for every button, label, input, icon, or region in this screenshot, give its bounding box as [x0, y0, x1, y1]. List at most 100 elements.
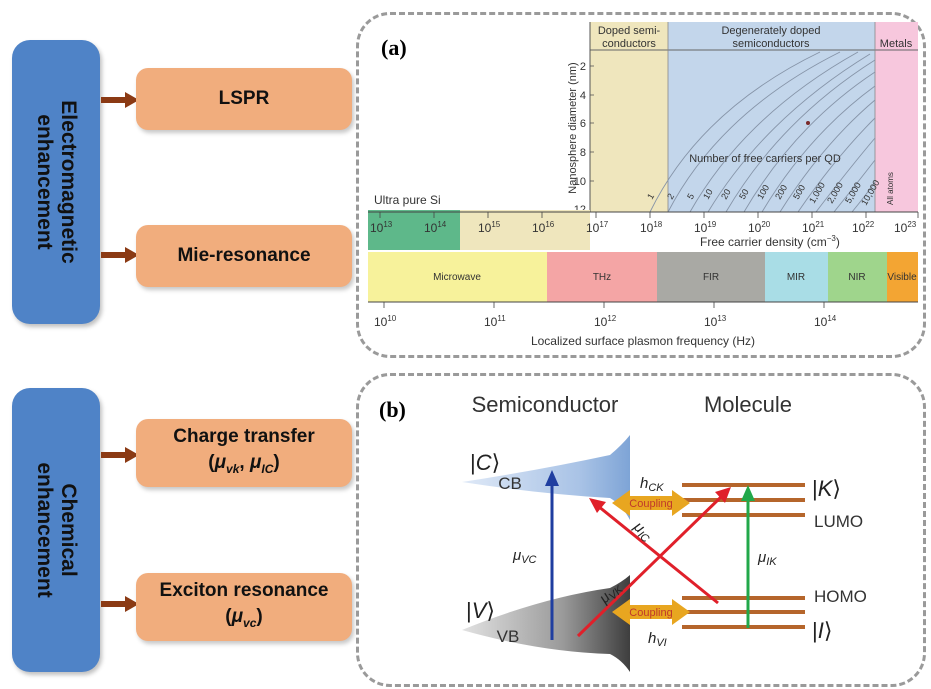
curve-label: 1 — [645, 192, 656, 201]
region-degenerate-line1: Degenerately doped — [721, 25, 820, 37]
density-tick-14: 1014 — [424, 220, 447, 235]
density-tick-23: 1023 — [894, 220, 917, 235]
doped-region — [590, 22, 668, 212]
cb-label: CB — [498, 474, 522, 493]
frequency-axis-label: Localized surface plasmon frequency (Hz) — [531, 334, 755, 348]
curve-label: 2 — [665, 192, 676, 201]
coupling-label-top: Coupling — [629, 498, 672, 510]
lspr-label: LSPR — [218, 88, 270, 109]
freq-tick-11: 1011 — [484, 314, 506, 329]
y-tick: 10 — [574, 176, 586, 188]
exciton-resonance-box: Exciton resonance (μvc) — [136, 573, 352, 641]
electromagnetic-category-box: Electromagnetic enhancement — [12, 40, 100, 324]
all-atoms-label: All atoms — [886, 172, 895, 205]
valence-band-shape — [462, 575, 630, 672]
y-tick: 6 — [580, 118, 586, 130]
exciton-resonance-label: Exciton resonance — [159, 580, 329, 602]
transition-vk-arrow — [576, 494, 724, 638]
curve-label: 5 — [685, 192, 696, 201]
charge-transfer-box: Charge transfer (μvk, μIC) — [136, 419, 352, 487]
chemical-category-box: Chemical enhancement — [12, 388, 100, 672]
panel-a-frame — [356, 12, 926, 358]
mu-ik-label: μIK — [757, 549, 777, 568]
data-point-marker — [806, 121, 810, 125]
region-degenerate-line2: semiconductors — [732, 38, 810, 50]
ultra-pure-strip — [368, 210, 460, 250]
panel-b-label: (b) — [379, 397, 406, 422]
band-fir-label: FIR — [703, 272, 719, 283]
band-thz — [547, 252, 657, 302]
mu-vc-label: μVC — [512, 547, 537, 566]
h-vi-label: hVI — [648, 630, 667, 649]
mu-ic-label: μIC — [628, 518, 656, 546]
lumo-label: LUMO — [814, 512, 863, 531]
ket-c: |C⟩ — [470, 450, 500, 475]
charge-transfer-symbols: (μvk, μIC) — [208, 452, 280, 476]
band-thz-label: THz — [593, 272, 611, 283]
freq-tick-12: 1012 — [594, 314, 617, 329]
band-mir — [765, 252, 828, 302]
vb-label: VB — [497, 627, 520, 646]
conduction-band-shape — [462, 435, 630, 520]
y-tick: 8 — [580, 147, 586, 159]
band-fir — [657, 252, 765, 302]
curve-label: 50 — [737, 187, 751, 201]
semiconductor-title: Semiconductor — [472, 392, 619, 417]
y-tick: 2 — [580, 61, 586, 73]
mie-resonance-box: Mie-resonance — [136, 225, 352, 287]
lightly-doped-strip — [460, 210, 590, 250]
arrow-to-charge-transfer — [101, 447, 139, 463]
density-tick-20: 1020 — [748, 220, 771, 235]
region-doped-line1: Doped semi- — [598, 25, 661, 37]
density-tick-18: 1018 — [640, 220, 663, 235]
band-microwave — [368, 252, 547, 302]
ket-k: |K⟩ — [812, 476, 841, 501]
y-axis-label: Nanosphere diameter (nm) — [567, 62, 579, 193]
arrow-to-exciton — [101, 596, 139, 612]
density-tick-21: 1021 — [802, 220, 825, 235]
ultra-pure-si-label: Ultra pure Si — [374, 193, 441, 207]
arrow-to-mie — [101, 247, 139, 263]
metals-region — [875, 22, 918, 212]
freq-tick-13: 1013 — [704, 314, 727, 329]
h-ck-label: hCK — [640, 475, 664, 494]
freq-tick-14: 1014 — [814, 314, 837, 329]
freq-tick-10: 1010 — [374, 314, 397, 329]
density-tick-22: 1022 — [852, 220, 875, 235]
region-metals: Metals — [880, 38, 913, 50]
curve-caption: Number of free carriers per QD — [689, 153, 841, 165]
homo-label: HOMO — [814, 587, 867, 606]
coupling-label-bottom: Coupling — [629, 607, 672, 619]
arrow-to-lspr — [101, 92, 139, 108]
y-tick: 4 — [580, 90, 586, 102]
charge-transfer-label: Charge transfer — [173, 426, 315, 448]
panel-b-frame — [356, 373, 926, 687]
molecule-title: Molecule — [704, 392, 792, 417]
density-tick-19: 1019 — [694, 220, 717, 235]
ket-v: |V⟩ — [466, 598, 495, 623]
lspr-box: LSPR — [136, 68, 352, 130]
curve-label: 10 — [701, 187, 715, 201]
density-tick-17: 1017 — [586, 220, 609, 235]
band-visible-label: Visible — [887, 272, 917, 283]
density-tick-13: 1013 — [370, 220, 393, 235]
mie-resonance-label: Mie-resonance — [177, 245, 311, 266]
exciton-resonance-symbols: (μvc) — [225, 606, 263, 630]
coupling-arrow-top — [612, 490, 690, 516]
curve-label: 20 — [719, 187, 733, 201]
coupling-arrow-bottom — [612, 599, 690, 625]
band-microwave-label: Microwave — [433, 272, 481, 283]
transition-ic-arrow — [597, 504, 719, 605]
density-axis-label: Free carrier density (cm−3) — [700, 234, 840, 249]
density-tick-16: 1016 — [532, 220, 555, 235]
band-mir-label: MIR — [787, 272, 805, 283]
band-visible — [887, 252, 918, 302]
density-tick-15: 1015 — [478, 220, 501, 235]
ket-i: |I⟩ — [812, 618, 832, 643]
band-nir-label: NIR — [848, 272, 865, 283]
panel-a-label: (a) — [381, 35, 407, 60]
band-nir — [828, 252, 887, 302]
region-doped-line2: conductors — [602, 38, 656, 50]
